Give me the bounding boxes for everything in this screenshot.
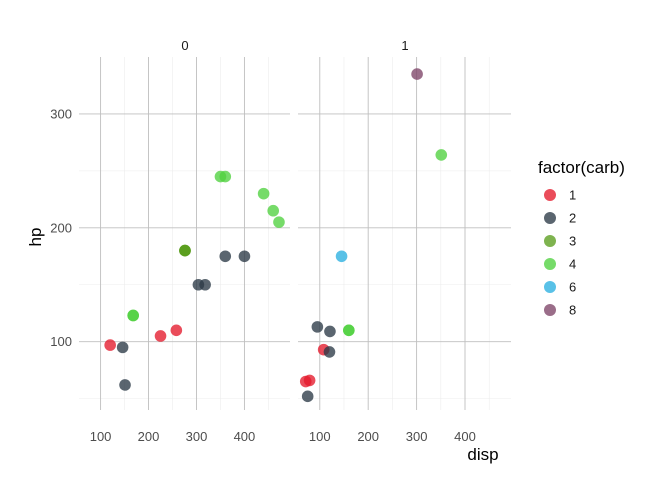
y-tick-label: 100 (50, 334, 72, 349)
legend-key-6 (544, 281, 556, 293)
legend-label-6: 6 (569, 280, 576, 295)
data-point-carb-2 (324, 325, 336, 338)
legend-label-2: 2 (569, 211, 576, 226)
legend-label-3: 3 (569, 234, 576, 249)
x-tick-label: 200 (357, 429, 379, 444)
legend-label-4: 4 (569, 257, 576, 272)
y-tick-label: 200 (50, 220, 72, 235)
facet-strip-label-0: 0 (181, 38, 188, 53)
data-point-carb-4 (273, 216, 285, 228)
legend-label-1: 1 (569, 188, 576, 203)
data-point-carb-4 (219, 170, 232, 183)
data-point-carb-1 (170, 324, 183, 337)
data-point-carb-2 (119, 379, 131, 391)
x-axis-title: disp (467, 445, 498, 464)
data-point-carb-1 (154, 330, 167, 342)
facet-strip-label-1: 1 (401, 38, 408, 53)
legend-key-1 (544, 189, 556, 201)
x-tick-label: 400 (454, 429, 476, 444)
x-tick-label: 100 (309, 429, 331, 444)
data-point-carb-2 (116, 341, 129, 354)
legend-key-4 (544, 258, 556, 270)
data-point-carb-2 (323, 346, 336, 358)
data-point-carb-1 (303, 374, 316, 387)
y-tick-label: 300 (50, 106, 72, 121)
data-point-carb-4 (267, 204, 280, 217)
x-tick-label: 400 (234, 429, 256, 444)
y-axis-ticks: 100 200 300 (50, 106, 72, 349)
legend-key-8 (544, 304, 556, 316)
legend-key-2 (544, 212, 556, 224)
data-point-carb-4 (257, 187, 270, 200)
data-point-carb-2 (311, 321, 324, 333)
legend: 1 2 3 4 6 8 (544, 188, 576, 318)
x-tick-label: 100 (90, 429, 112, 444)
data-point-carb-3 (179, 244, 191, 257)
legend-label-8: 8 (569, 303, 576, 318)
legend-title: factor(carb) (538, 158, 625, 177)
facet-panel-0 (79, 57, 290, 410)
data-point-carb-6 (335, 250, 348, 263)
x-axis-ticks: 100 200 300 400 100 200 300 400 (90, 429, 476, 444)
x-tick-label: 300 (186, 429, 208, 444)
legend-key-3 (544, 235, 556, 247)
data-point-carb-1 (104, 339, 116, 351)
data-point-carb-4 (435, 149, 448, 161)
data-point-carb-4 (343, 324, 355, 337)
data-point-carb-2 (238, 250, 251, 263)
facet-panel-1 (298, 57, 511, 410)
x-tick-label: 300 (406, 429, 428, 444)
data-point-carb-2 (219, 250, 232, 263)
data-point-carb-8 (411, 68, 423, 80)
data-point-carb-2 (199, 278, 211, 291)
data-point-carb-2 (301, 390, 314, 403)
y-axis-title: hp (26, 228, 45, 247)
data-point-carb-4 (127, 309, 139, 322)
x-tick-label: 200 (138, 429, 160, 444)
